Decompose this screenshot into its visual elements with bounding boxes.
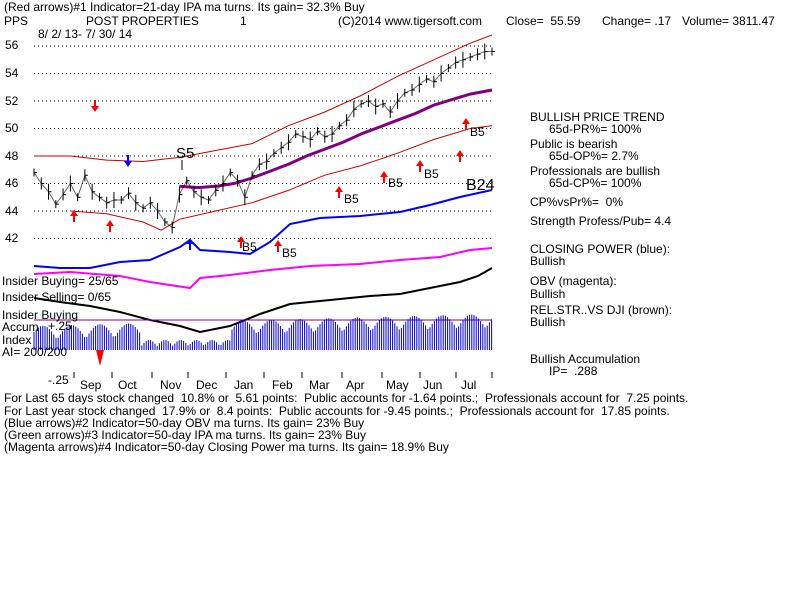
buy-arrow (380, 171, 388, 183)
buy-arrow (237, 236, 245, 248)
volume-value: Volume= 3811.47 (682, 14, 775, 28)
buy-arrow (416, 160, 424, 172)
signal-b5-4: B5 (388, 176, 403, 190)
index-label: Index (2, 333, 32, 347)
buy-arrow (186, 238, 194, 250)
cp-title: CLOSING POWER (blue): (530, 242, 671, 256)
cpvspr-value: CP%vsPr%= 0% (530, 195, 624, 209)
trend-title: BULLISH PRICE TREND (530, 110, 665, 124)
chart-number: 1 (240, 14, 247, 28)
obv-line (33, 247, 493, 290)
signal-b5-6: B5 (470, 125, 485, 139)
company-name: POST PROPERTIES (86, 14, 199, 28)
x-tick-apr: Apr (346, 378, 365, 392)
ai-label: AI= 200/200 (2, 345, 68, 359)
x-tick-nov: Nov (160, 378, 182, 392)
x-tick-feb: Feb (272, 378, 293, 392)
ip-value: IP= .288 (549, 364, 598, 378)
price-series (33, 43, 495, 234)
x-tick-oct: Oct (118, 378, 137, 392)
signal-s5: S5 (176, 145, 195, 162)
signal-b5-1: B5 (242, 240, 257, 254)
moving-average (179, 88, 493, 190)
closing-power-line (33, 189, 493, 269)
footer-line4: (Green arrows)#3 Indicator=50-day IPA ma… (4, 428, 366, 442)
y-tick-46: 46 (5, 176, 19, 190)
footer-line1: For Last 65 days stock changed 10.8% or … (4, 391, 689, 405)
buy-arrow (462, 118, 470, 130)
accum-plus25: +.25 (48, 319, 72, 333)
relstr-line (33, 267, 493, 334)
gridlines (34, 45, 492, 239)
accum-bars (33, 314, 493, 366)
x-tick-jan: Jan (234, 378, 254, 392)
x-tick-mar: Mar (309, 378, 330, 392)
public-status: Public is bearish (530, 137, 618, 151)
obv-status: Bullish (530, 287, 566, 301)
y-tick-48: 48 (5, 149, 19, 163)
pr-value: 65d-PR%= 100% (549, 122, 642, 136)
insider-buying-count: Insider Buying= 25/65 (2, 274, 119, 288)
buy-arrow (335, 186, 343, 198)
accum-label: Accum (2, 320, 39, 334)
signal-arrows (70, 100, 470, 252)
axis-ticks (73, 372, 493, 378)
x-tick-dec: Dec (196, 378, 218, 392)
obv-title: OBV (magenta): (530, 274, 617, 288)
obv-trace (33, 247, 493, 290)
buy-arrow (106, 220, 114, 232)
y-tick-54: 54 (5, 66, 19, 80)
symbol: PPS (4, 14, 29, 28)
upper-band (34, 34, 493, 163)
x-tick-jun: Jun (423, 378, 443, 392)
pros-status: Professionals are bullish (530, 164, 661, 178)
buy-arrow (456, 150, 464, 162)
x-tick-jul: Jul (461, 378, 477, 392)
insider-buying-label: Insider Buying (2, 308, 79, 322)
x-tick-sep: Sep (80, 378, 102, 392)
sell-arrow (124, 155, 132, 167)
header-line1: (Red arrows)#1 Indicator=21-day IPA ma t… (4, 0, 365, 14)
relstr-title: REL.STR..VS DJI (brown): (530, 303, 673, 317)
signal-b5-5: B5 (424, 167, 439, 181)
lower-band (70, 125, 493, 231)
footer-line5: (Magenta arrows)#4 Indicator=50-day Clos… (4, 440, 449, 454)
closing-power-trace (33, 189, 493, 269)
cp-status: Bullish (530, 254, 566, 268)
relstr-status: Bullish (530, 315, 566, 329)
y-tick-52: 52 (5, 94, 19, 108)
change-value: Change= .17 (602, 14, 672, 28)
y-tick-44: 44 (5, 204, 19, 218)
relstr-trace (33, 267, 493, 334)
date-range: 8/ 2/ 13- 7/ 30/ 14 (38, 27, 133, 41)
close-value: Close= 55.59 (506, 14, 581, 28)
buy-arrow (70, 210, 78, 222)
sell-arrow (91, 100, 99, 112)
signal-b24: B24 (466, 177, 495, 194)
strength-value: Strength Profess/Pub= 4.4 (530, 214, 672, 228)
accum-negative-spike (96, 350, 104, 366)
ma-line (179, 88, 493, 190)
price-line (33, 51, 492, 229)
signal-b5-3: B5 (344, 192, 359, 206)
bands (34, 34, 493, 231)
accum-minus25: -.25 (48, 373, 69, 387)
copyright: (C)2014 www.tigersoft.com (338, 14, 483, 28)
footer-line2: For Last year stock changed 17.9% or 8.4… (4, 404, 670, 418)
cp-value: 65d-CP%= 100% (549, 176, 642, 190)
op-value: 65d-OP%= 2.7% (549, 149, 639, 163)
accum-title: Bullish Accumulation (530, 352, 641, 366)
buy-arrow (274, 240, 282, 252)
footer-line3: (Blue arrows)#2 Indicator=50-day OBV ma … (4, 416, 365, 430)
y-tick-42: 42 (5, 231, 19, 245)
y-tick-50: 50 (5, 121, 19, 135)
y-tick-56: 56 (5, 38, 19, 52)
signal-b5-2: B5 (282, 246, 297, 260)
insider-selling-count: Insider Selling= 0/65 (2, 290, 112, 304)
x-tick-may: May (386, 378, 409, 392)
